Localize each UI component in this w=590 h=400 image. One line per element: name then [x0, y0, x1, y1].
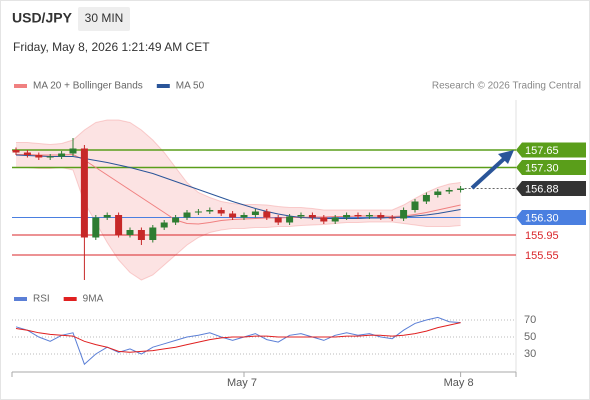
candle-body — [183, 212, 191, 218]
candle-body — [103, 215, 111, 218]
legend-label: MA 20 + Bollinger Bands — [33, 81, 143, 92]
candle-body — [23, 152, 31, 155]
legend-swatch — [63, 297, 77, 301]
legend-label: 9MA — [83, 294, 104, 305]
candle-body — [297, 215, 305, 217]
candle-body — [343, 215, 351, 218]
level-label: 156.88 — [525, 183, 559, 195]
candle-body — [308, 215, 316, 218]
timeframe-chip[interactable] — [78, 7, 130, 31]
candle-body — [58, 153, 66, 157]
candle-body — [377, 215, 385, 218]
rsi-line — [15, 322, 461, 353]
bollinger-fill — [16, 120, 461, 280]
bollinger-lower — [16, 166, 461, 281]
candle-body — [434, 191, 442, 195]
candle-body — [400, 210, 408, 219]
candle-body — [229, 213, 237, 218]
candle-body — [35, 155, 43, 158]
candle-body — [445, 190, 453, 192]
level-label: 155.55 — [525, 250, 559, 262]
level-box — [516, 181, 586, 196]
y-tick-label: 50 — [524, 331, 536, 343]
candle-body — [365, 215, 373, 217]
candle-body — [46, 156, 54, 158]
forecast-arrow-head — [498, 150, 514, 164]
forecast-arrow — [470, 155, 508, 190]
candle-body — [160, 222, 168, 228]
timeframe[interactable]: 30 MIN — [85, 11, 124, 25]
ma-line — [16, 153, 461, 225]
candle-body — [354, 215, 362, 217]
level-label: 157.65 — [525, 145, 559, 157]
candle-body — [263, 211, 271, 218]
candle-body — [194, 211, 202, 213]
candle-body — [422, 195, 430, 202]
candle-body — [411, 201, 419, 210]
timestamp: Friday, May 8, 2026 1:21:49 AM CET — [13, 40, 210, 54]
candle-body — [240, 215, 248, 218]
candle-body — [457, 188, 465, 190]
legend-swatch — [156, 84, 170, 88]
legend-swatch — [14, 84, 27, 88]
candle-body — [126, 230, 134, 235]
bollinger-upper — [16, 119, 461, 211]
candle-body — [69, 148, 77, 154]
symbol: USD/JPY — [12, 10, 73, 26]
level-box — [516, 142, 586, 158]
candle-body — [92, 217, 100, 238]
candle-body — [274, 217, 282, 223]
candle-body — [12, 150, 20, 153]
x-tick-label: May 7 — [227, 377, 257, 389]
x-tick-label: May 8 — [444, 377, 474, 389]
level-box — [516, 160, 586, 175]
candle-body — [206, 210, 214, 212]
candle-body — [251, 211, 259, 215]
level-box — [516, 210, 586, 225]
candle-body — [137, 230, 145, 240]
rsi-line — [15, 316, 461, 366]
candle-body — [217, 210, 225, 214]
candle-body — [115, 215, 123, 235]
candle-body — [286, 216, 294, 223]
legend-label: MA 50 — [176, 81, 205, 92]
candle-body — [320, 217, 328, 222]
ma-line — [15, 154, 461, 219]
legend-swatch — [14, 297, 27, 301]
candle-body — [172, 217, 180, 223]
copyright: Research © 2026 Trading Central — [432, 81, 581, 92]
y-tick-label: 70 — [524, 314, 536, 326]
level-label: 157.30 — [525, 162, 559, 174]
level-label: 156.30 — [525, 212, 559, 224]
level-label: 155.95 — [525, 230, 559, 242]
candle-body — [149, 227, 157, 240]
legend-label: RSI — [33, 294, 50, 305]
candle-body — [388, 217, 396, 219]
candle-body — [80, 148, 88, 238]
candle-body — [331, 217, 339, 222]
y-tick-label: 30 — [524, 348, 536, 360]
